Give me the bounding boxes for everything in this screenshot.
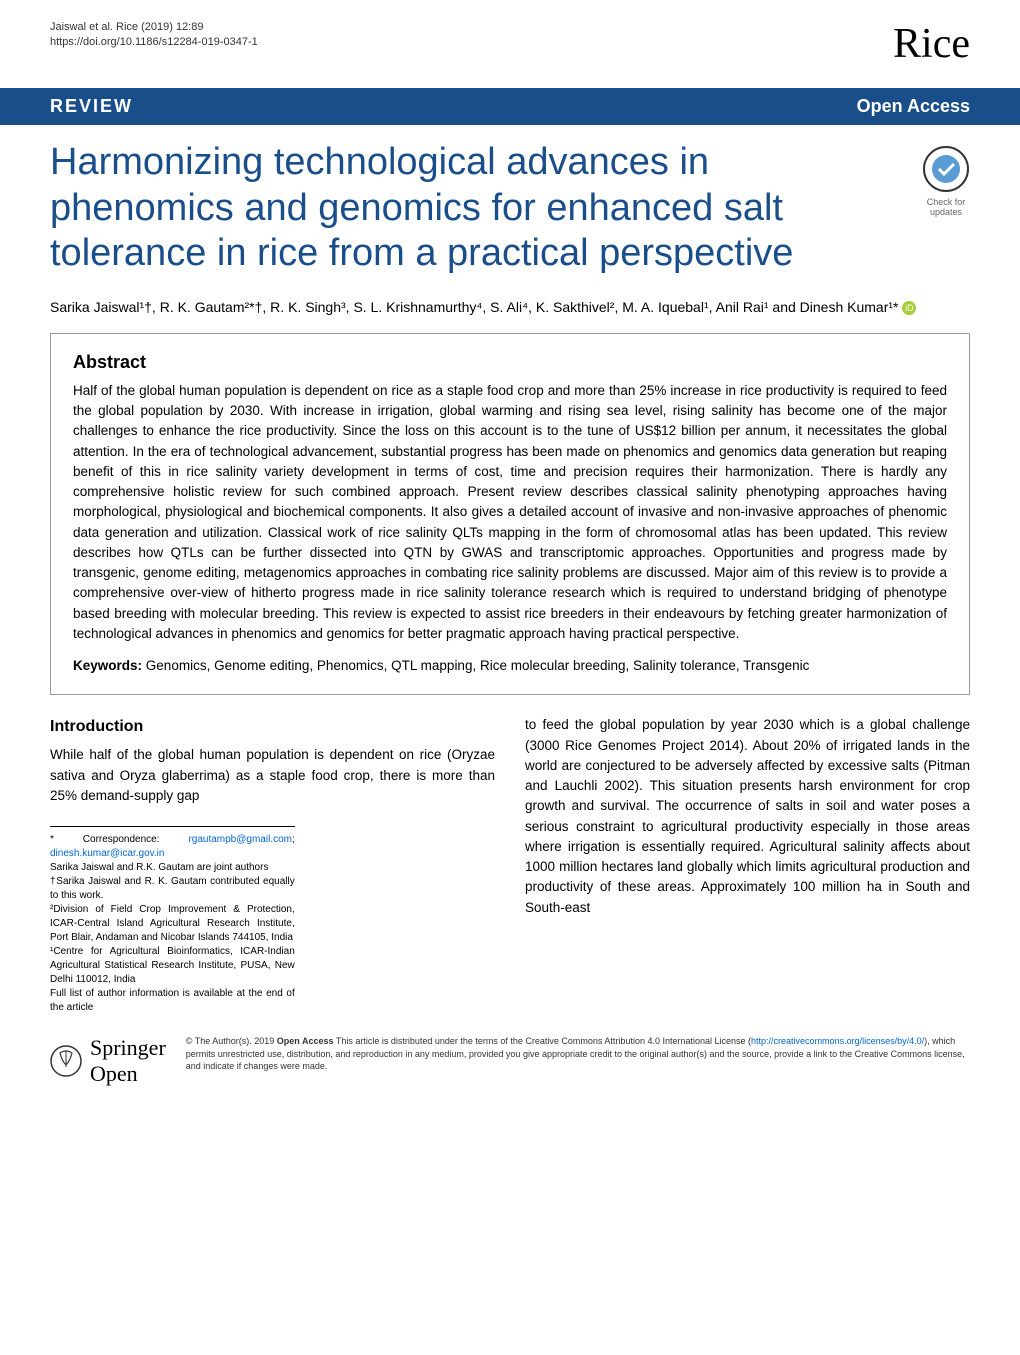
crossmark-text1: Check for [922,197,970,207]
review-bar: REVIEW Open Access [0,88,1020,125]
crossmark-badge[interactable]: Check for updates [922,145,970,217]
author-list: Sarika Jaiswal¹†, R. K. Gautam²*†, R. K.… [0,297,1020,333]
citation-block: Jaiswal et al. Rice (2019) 12:89 https:/… [50,20,258,51]
title-section: Harmonizing technological advances in ph… [0,125,1020,297]
open-access-label: Open Access [857,96,970,117]
affiliation-1: ¹Centre for Agricultural Bioinformatics,… [50,945,295,987]
correspondence-line: * Correspondence: rgautampb@gmail.com; d… [50,833,295,861]
crossmark-icon [922,145,970,193]
springer-text: Springer Open [90,1035,166,1087]
doi-line: https://doi.org/10.1186/s12284-019-0347-… [50,35,258,50]
cc-license-link[interactable]: http://creativecommons.org/licenses/by/4… [751,1036,924,1046]
review-label: REVIEW [50,96,133,117]
footnotes: * Correspondence: rgautampb@gmail.com; d… [50,826,295,1015]
license-prefix: © The Author(s). 2019 [186,1036,277,1046]
affiliation-2: ²Division of Field Crop Improvement & Pr… [50,903,295,945]
body-columns: Introduction While half of the global hu… [0,715,1020,1015]
right-column: to feed the global population by year 20… [525,715,970,1015]
abstract-title: Abstract [73,352,947,373]
keywords-label: Keywords: [73,658,142,673]
equal-contrib-line: †Sarika Jaiswal and R. K. Gautam contrib… [50,875,295,903]
journal-name: Rice [893,20,970,68]
left-column: Introduction While half of the global hu… [50,715,495,1015]
abstract-box: Abstract Half of the global human popula… [50,333,970,696]
email-link-1[interactable]: rgautampb@gmail.com [188,834,292,845]
citation-line: Jaiswal et al. Rice (2019) 12:89 [50,20,258,35]
authors-text: Sarika Jaiswal¹†, R. K. Gautam²*†, R. K.… [50,299,898,315]
crossmark-text2: updates [922,207,970,217]
intro-col2-text: to feed the global population by year 20… [525,715,970,918]
email-link-2[interactable]: dinesh.kumar@icar.gov.in [50,848,164,859]
keywords-line: Keywords: Genomics, Genome editing, Phen… [73,656,947,676]
springer-icon [50,1045,82,1077]
page-header: Jaiswal et al. Rice (2019) 12:89 https:/… [0,0,1020,78]
license-text: © The Author(s). 2019 Open Access This a… [186,1035,970,1073]
keywords-text: Genomics, Genome editing, Phenomics, QTL… [146,658,810,673]
full-author-info: Full list of author information is avail… [50,987,295,1015]
article-title: Harmonizing technological advances in ph… [50,140,870,277]
joint-authors-line: Sarika Jaiswal and R.K. Gautam are joint… [50,861,295,875]
springer-logo: Springer Open [50,1035,166,1087]
introduction-title: Introduction [50,715,495,739]
license-bold: Open Access [277,1036,334,1046]
page-footer: Springer Open © The Author(s). 2019 Open… [0,1015,1020,1107]
orcid-icon[interactable]: iD [902,301,916,315]
intro-col1-text: While half of the global human populatio… [50,745,495,806]
abstract-body: Half of the global human population is d… [73,381,947,644]
